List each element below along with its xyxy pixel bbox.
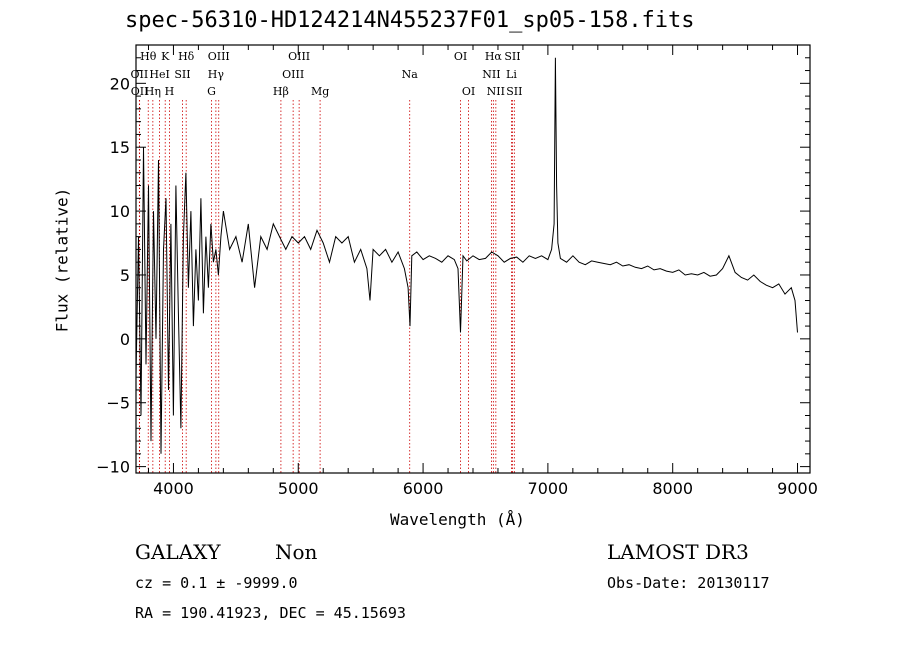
y-tick-label: −10: [96, 458, 130, 477]
x-tick-label: 6000: [403, 479, 444, 498]
line-marker-label: G: [207, 85, 216, 98]
line-marker-label: NII: [487, 85, 505, 98]
line-marker-label: Hδ: [178, 50, 195, 63]
spectrum-series: [135, 57, 798, 454]
line-marker-label: Na: [402, 68, 419, 81]
x-axis-ticks: 4000 5000 6000 7000 8000 9000: [147, 45, 818, 498]
y-tick-label: −5: [106, 394, 130, 413]
line-marker-label: OIII: [208, 50, 230, 63]
line-marker-label: Li: [506, 68, 517, 81]
x-tick-label: 4000: [153, 479, 194, 498]
line-marker-label: Hη: [145, 85, 161, 98]
line-marker-label: K: [161, 50, 170, 63]
line-marker-label: OII: [131, 85, 149, 98]
line-marker-label: OII: [131, 68, 149, 81]
y-tick-label: 20: [110, 74, 130, 93]
y-tick-label: 10: [110, 202, 130, 221]
coordinates-readout: RA = 190.41923, DEC = 45.15693: [135, 604, 406, 622]
x-tick-label: 9000: [777, 479, 818, 498]
x-axis-label: Wavelength (Å): [390, 510, 525, 529]
line-marker-label: H: [165, 85, 175, 98]
y-tick-label: 0: [120, 330, 130, 349]
survey-name: LAMOST DR3: [607, 540, 749, 564]
line-marker-label: NII: [482, 68, 500, 81]
line-marker-label: SII: [504, 50, 520, 63]
line-marker-label: Hα: [485, 50, 503, 63]
line-marker-label: OI: [454, 50, 467, 63]
plot-frame: [135, 44, 811, 474]
x-tick-label: 5000: [278, 479, 319, 498]
y-axis-ticks: −10 −5 0 5 10 15 20: [96, 57, 810, 477]
line-marker-label: Hβ: [273, 85, 289, 98]
y-axis-label: Flux (relative): [52, 187, 72, 333]
observation-date: Obs-Date: 20130117: [607, 574, 770, 592]
line-marker-label: Hγ: [208, 68, 225, 81]
y-tick-label: 5: [120, 266, 130, 285]
line-marker-label: OIII: [282, 68, 304, 81]
line-marker-label: OI: [462, 85, 475, 98]
line-marker-label: SII: [174, 68, 190, 81]
x-tick-label: 8000: [652, 479, 693, 498]
object-class: GALAXY: [135, 540, 221, 564]
object-subclass: Non: [275, 540, 318, 564]
line-marker-label: Mg: [311, 85, 329, 98]
chart-title: spec-56310-HD124214N455237F01_sp05-158.f…: [125, 8, 695, 33]
line-marker-label: Hθ: [140, 50, 157, 63]
line-marker-label: HeI: [149, 68, 169, 81]
line-marker-label: SII: [506, 85, 522, 98]
redshift-readout: cz = 0.1 ± -9999.0: [135, 574, 298, 592]
x-tick-label: 7000: [528, 479, 569, 498]
series-line-flux: [135, 57, 798, 454]
line-marker-label: OIII: [288, 50, 310, 63]
y-tick-label: 15: [110, 138, 130, 157]
